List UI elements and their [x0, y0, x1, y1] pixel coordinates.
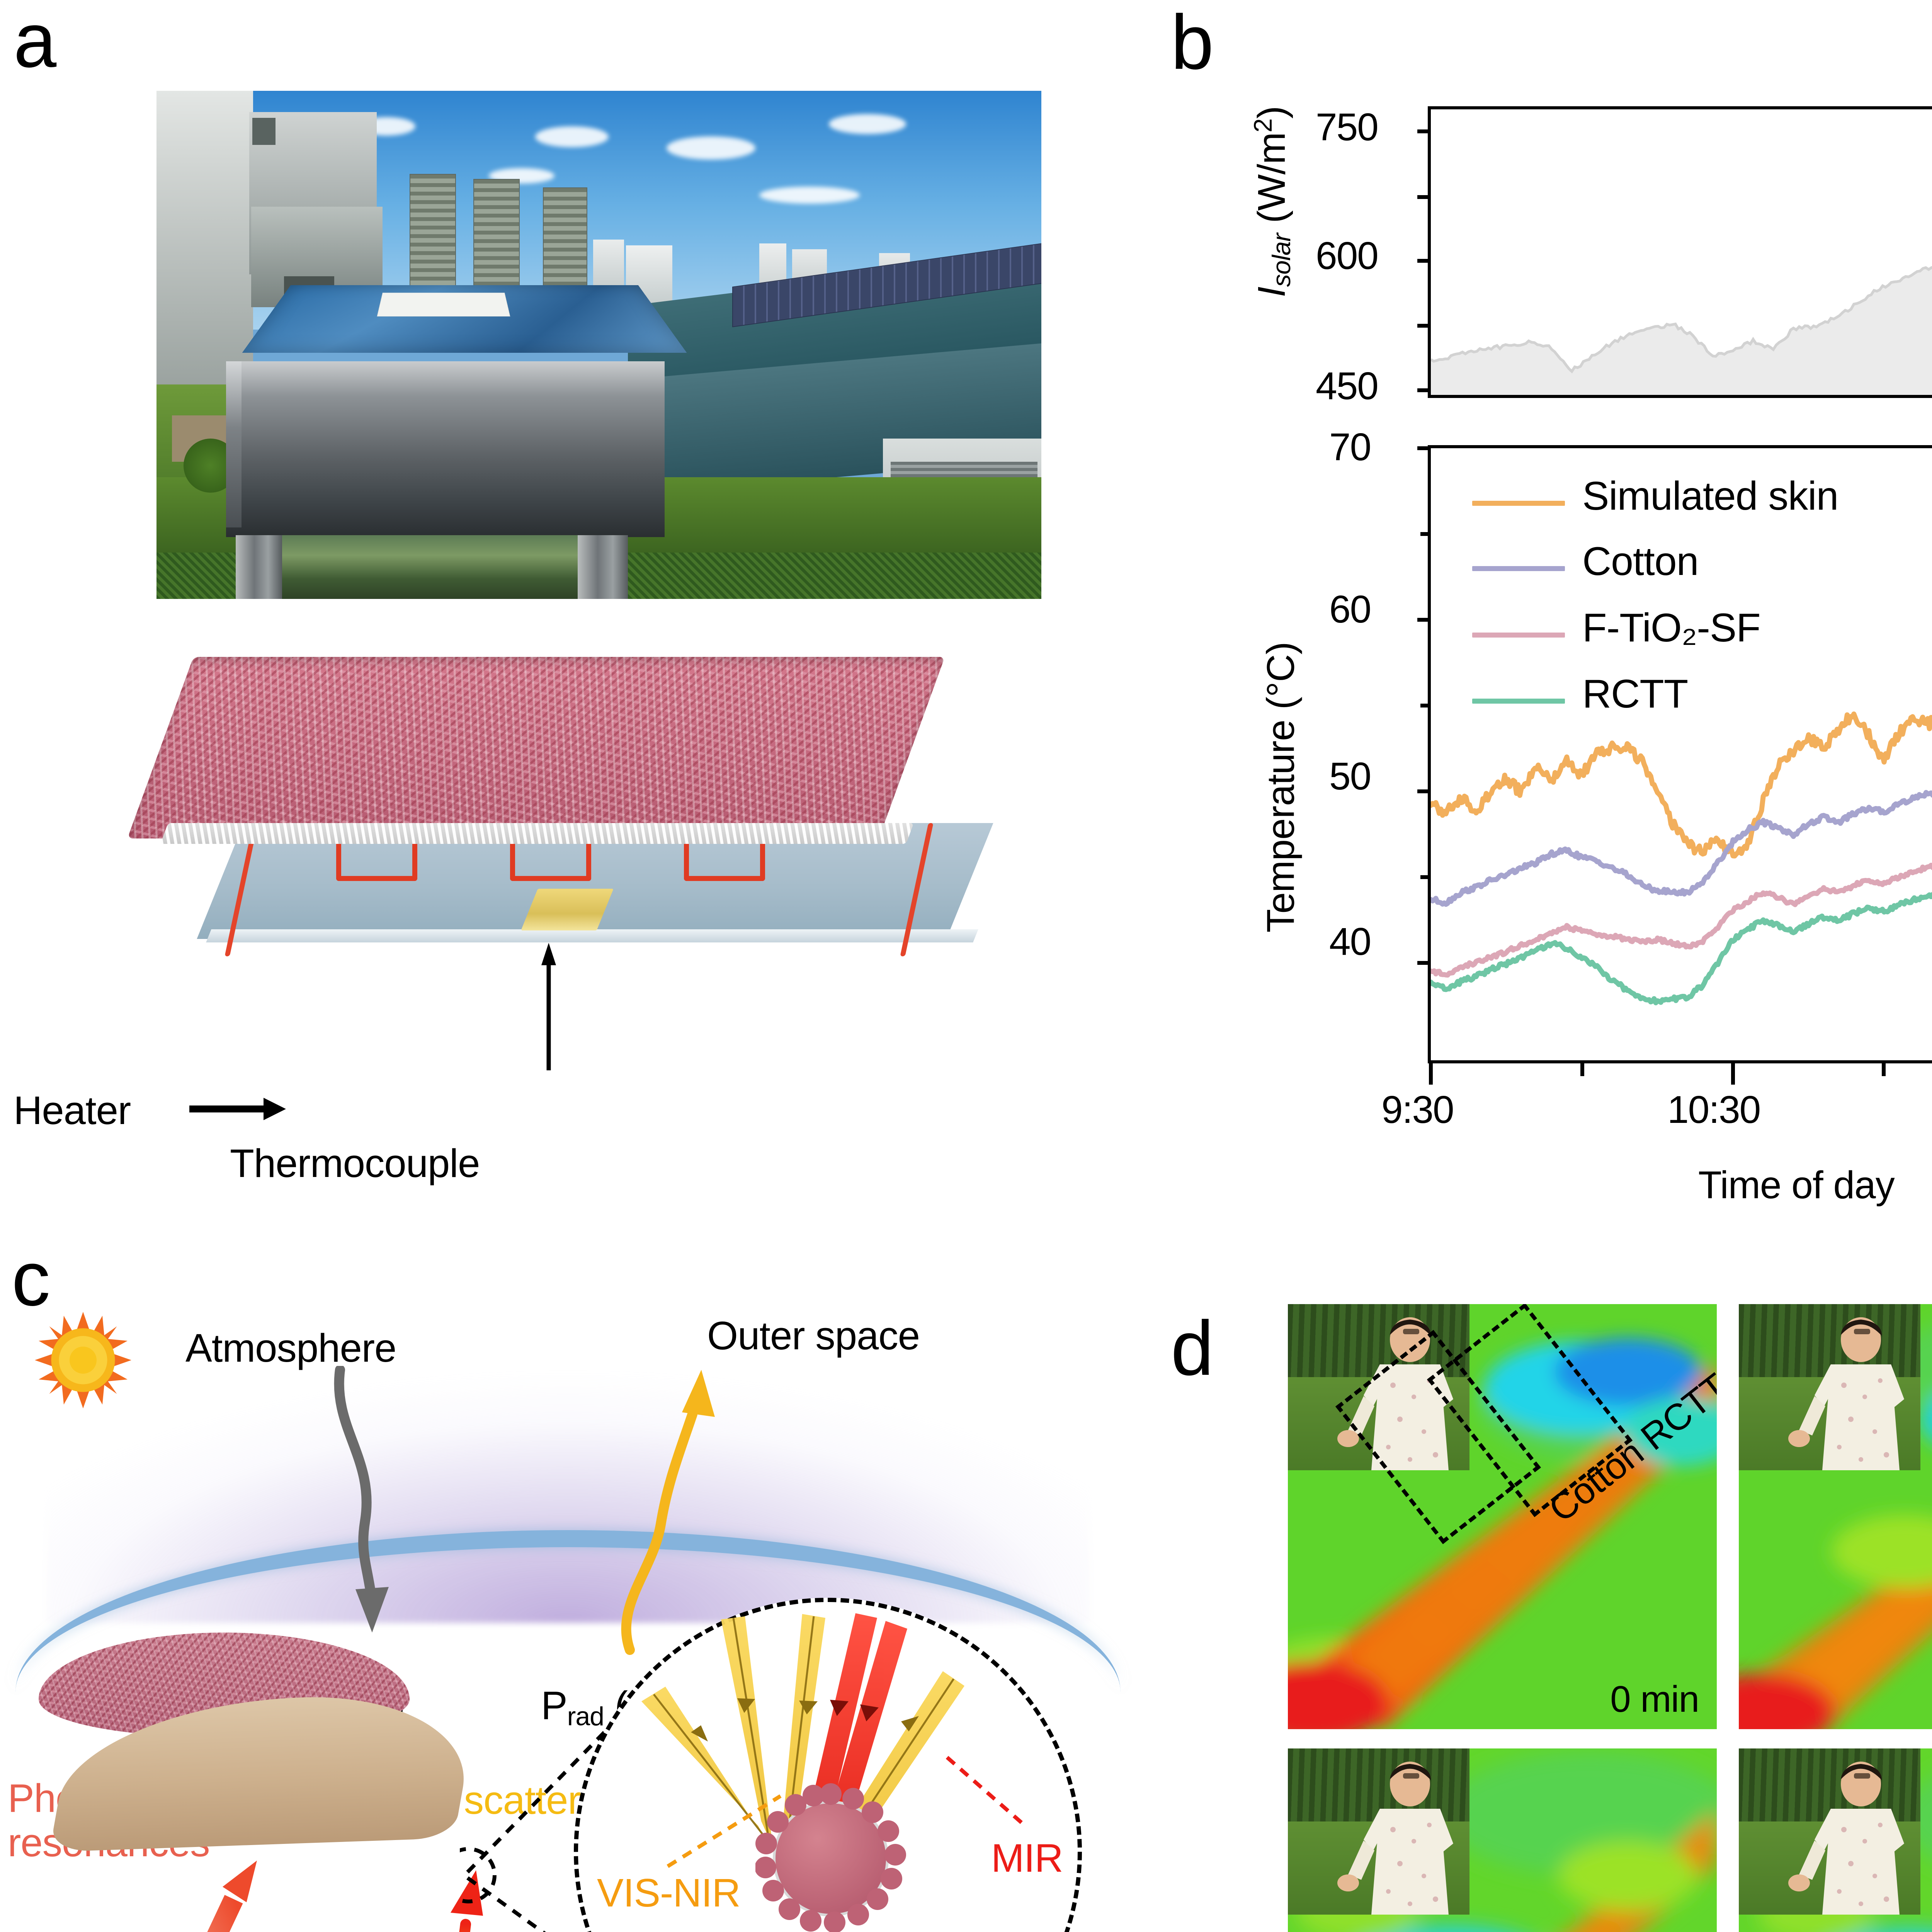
legend-label-cotton: Cotton: [1582, 539, 1699, 584]
legend-swatch-rctt: [1472, 699, 1565, 704]
incoming-solar-arrow: [334, 1366, 389, 1633]
temperature-series-cotton: [1428, 790, 1932, 907]
photo-cloud: [759, 187, 860, 204]
solar-ytick-450: 450: [1316, 364, 1379, 408]
inset-person: [1337, 1317, 1453, 1470]
p-rad-symbol: P: [541, 1683, 568, 1728]
panel-a-letter: a: [14, 0, 57, 83]
temp-ytick-60: 60: [1329, 588, 1371, 631]
temperature-series-f-tio-sf: [1428, 862, 1932, 978]
sun-icon: [35, 1312, 131, 1408]
legend-label-ftio2sf: F-TiO₂-SF: [1582, 605, 1761, 650]
vis-nir-leader: [667, 1794, 782, 1868]
substrate-plate-edge: [206, 929, 978, 942]
solar-irradiance-plot: [1428, 106, 1932, 398]
ir-tile-10min: 10 min: [1739, 1748, 1932, 1932]
panel-b-letter: b: [1171, 0, 1214, 85]
panel-a: a: [0, 0, 1159, 1198]
inset-person: [1337, 1762, 1453, 1915]
solar-ytick-750: 750: [1316, 105, 1379, 149]
inset-person: [1788, 1762, 1904, 1915]
photo-cloud: [535, 126, 609, 147]
temp-xtick-0930: 9:30: [1381, 1088, 1454, 1131]
panel-c-letter: c: [12, 1236, 50, 1322]
thermocouple-label: Thermocouple: [230, 1141, 480, 1185]
fabric-underside-layer: [160, 823, 914, 844]
temp-ytick-70: 70: [1329, 425, 1371, 469]
temp-y-ticks: [1417, 446, 1429, 965]
visible-inset-2min: [1739, 1304, 1920, 1470]
heater-label: Heater: [14, 1088, 131, 1133]
atmosphere-label: Atmosphere: [185, 1326, 396, 1370]
enclosure-side-face: [226, 361, 242, 527]
solar-axis-title-sub: solar: [1267, 233, 1296, 287]
panel-c: c Atmosphere Outer space Psun (0.28 – 2.…: [0, 1229, 1179, 1932]
mir-label: MIR: [991, 1836, 1063, 1880]
photo-window: [252, 118, 276, 145]
thermocouple-pointer-arrow: [541, 943, 556, 1070]
enclosure-leg: [236, 535, 282, 599]
temp-xtick-1030: 10:30: [1667, 1088, 1761, 1131]
phonon-emission-arrow: [207, 1861, 257, 1932]
ir-tile-0min: Cotton RCTT 0 min: [1288, 1304, 1717, 1729]
sample-aperture: [377, 293, 510, 317]
mir-leader: [946, 1756, 1024, 1825]
solar-ytick-600: 600: [1316, 234, 1379, 277]
ir-tile-2min: 2 min: [1739, 1304, 1932, 1729]
p-rad-subscript: rad: [567, 1702, 604, 1731]
enclosure-front-face: [226, 361, 665, 537]
heater-pointer-arrow: [189, 1098, 286, 1120]
temperature-series-rctt: [1428, 892, 1932, 1005]
rctt-fabric-sample: [127, 657, 945, 838]
temperature-axis-title: Temperature (°C): [1259, 642, 1303, 933]
temp-ytick-40: 40: [1329, 920, 1371, 963]
solar-y-ticks: [1417, 129, 1429, 392]
ir-heatmap-5min: [1288, 1748, 1717, 1932]
ir-heatmap-0min: [1288, 1304, 1717, 1729]
legend-label-rctt: RCTT: [1582, 672, 1688, 716]
legend-label-simulated-skin: Simulated skin: [1582, 474, 1838, 519]
solar-axis-title-unit: (W/m: [1250, 132, 1293, 234]
enclosure-leg: [578, 535, 628, 599]
visible-inset-5min: [1288, 1748, 1469, 1915]
visible-inset-10min: [1739, 1748, 1920, 1915]
rooftop-experiment-photo: [156, 91, 1041, 599]
temperature-plot: [1428, 445, 1932, 1063]
legend-swatch-simulated-skin: [1472, 501, 1565, 506]
enclosure-mirror-reflection: [282, 535, 578, 599]
temp-x-ticks: [1429, 1063, 1886, 1085]
solar-axis-title-I: I: [1250, 287, 1293, 298]
ir-tile-5min: 5 min: [1288, 1748, 1717, 1932]
time-axis-title: Time of day: [1698, 1163, 1895, 1207]
photo-building: [156, 91, 253, 384]
legend-swatch-ftio2sf: [1472, 633, 1565, 638]
solar-axis-title-sup: 2: [1248, 119, 1277, 133]
temperature-series-simulated-skin: [1428, 711, 1932, 859]
photo-cloud: [667, 136, 755, 160]
solar-axis-title-close: ): [1250, 106, 1293, 119]
inset-person: [1788, 1317, 1904, 1470]
device-schematic: [93, 641, 1066, 1070]
percolation-shell-particles: [755, 1783, 906, 1932]
outer-space-label: Outer space: [707, 1313, 920, 1358]
vis-nir-label: VIS-NIR: [597, 1871, 741, 1915]
outgoing-radiation-arrow: [621, 1370, 715, 1655]
photo-cloud: [829, 114, 906, 134]
panel-d: d: [1159, 1252, 1932, 1932]
panel-d-letter: d: [1171, 1305, 1214, 1391]
visible-inset-0min: [1288, 1304, 1469, 1470]
panel-b: b Isolar (W/m2) 750 600 450 Temperature …: [1159, 0, 1932, 1252]
solar-axis-title: Isolar (W/m2): [1248, 82, 1296, 321]
solar-irradiance-series: [1430, 266, 1932, 395]
legend-swatch-cotton: [1472, 566, 1565, 571]
solar-area-fill: [1431, 267, 1932, 395]
temp-ytick-50: 50: [1329, 755, 1371, 798]
temperature-series-group: [1428, 711, 1932, 1005]
solar-area-outline: [1430, 266, 1932, 374]
ir-time-label-0min: 0 min: [1610, 1679, 1699, 1720]
